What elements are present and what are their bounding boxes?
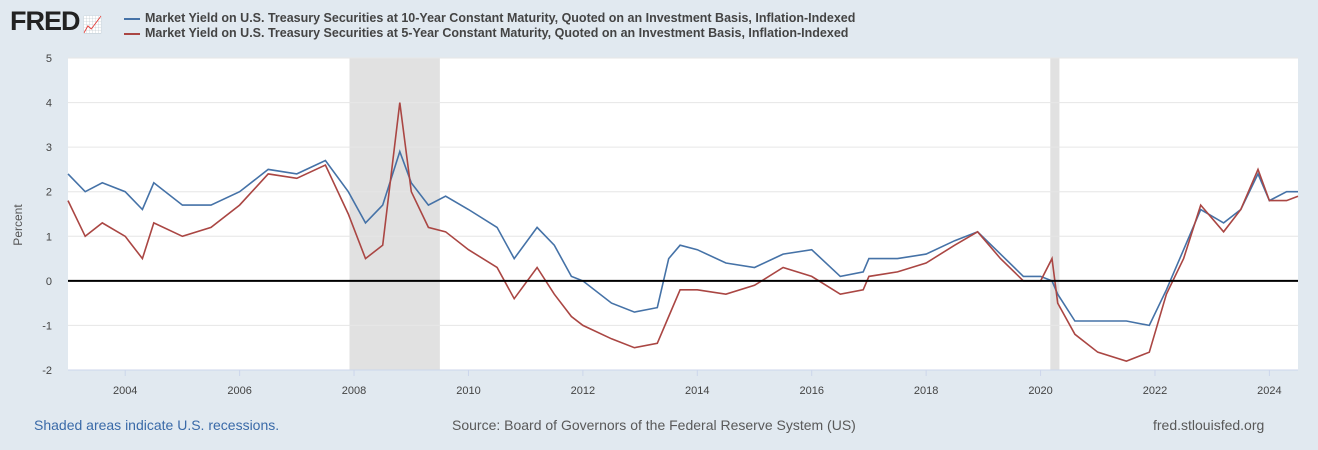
plot-area [68,58,1298,370]
legend-swatch [124,32,140,35]
logo-text: FRED [10,6,80,36]
legend-label: Market Yield on U.S. Treasury Securities… [145,11,856,25]
recession-band [1050,58,1060,370]
y-axis-label: Percent [11,204,25,246]
x-tick-label: 2004 [113,385,137,397]
x-tick-label: 2008 [342,385,366,397]
y-tick-label: -2 [42,365,52,377]
x-tick-label: 2018 [914,385,938,397]
fred-logo[interactable]: FRED 📈 [10,6,103,37]
y-tick-label: -1 [42,320,52,332]
x-tick-label: 2010 [456,385,480,397]
recession-note-link[interactable]: Shaded areas indicate U.S. recessions. [34,417,280,433]
series-line-5yr [67,102,1299,362]
legend: Market Yield on U.S. Treasury Securities… [124,11,855,41]
y-tick-label: 3 [46,142,52,154]
x-tick-label: 2014 [685,385,709,397]
y-tick-label: 1 [46,231,52,243]
x-tick-label: 2016 [799,385,823,397]
series-line-10yr [67,149,1298,327]
x-tick-label: 2012 [571,385,595,397]
x-tick-label: 2020 [1028,385,1052,397]
legend-label: Market Yield on U.S. Treasury Securities… [145,26,849,40]
x-tick-label: 2024 [1257,385,1281,397]
site-link[interactable]: fred.stlouisfed.org [1153,417,1265,433]
y-tick-label: 5 [46,53,52,65]
x-tick-label: 2006 [227,385,251,397]
source-text: Source: Board of Governors of the Federa… [452,417,856,433]
chart-icon: 📈 [82,17,103,34]
x-tick-label: 2022 [1143,385,1167,397]
legend-item-5yr: Market Yield on U.S. Treasury Securities… [124,26,855,41]
legend-item-10yr: Market Yield on U.S. Treasury Securities… [124,11,855,26]
recession-band [349,58,440,370]
y-tick-label: 2 [46,187,52,199]
y-tick-label: 0 [46,276,52,288]
y-tick-label: 4 [46,98,52,110]
legend-swatch [124,17,140,20]
